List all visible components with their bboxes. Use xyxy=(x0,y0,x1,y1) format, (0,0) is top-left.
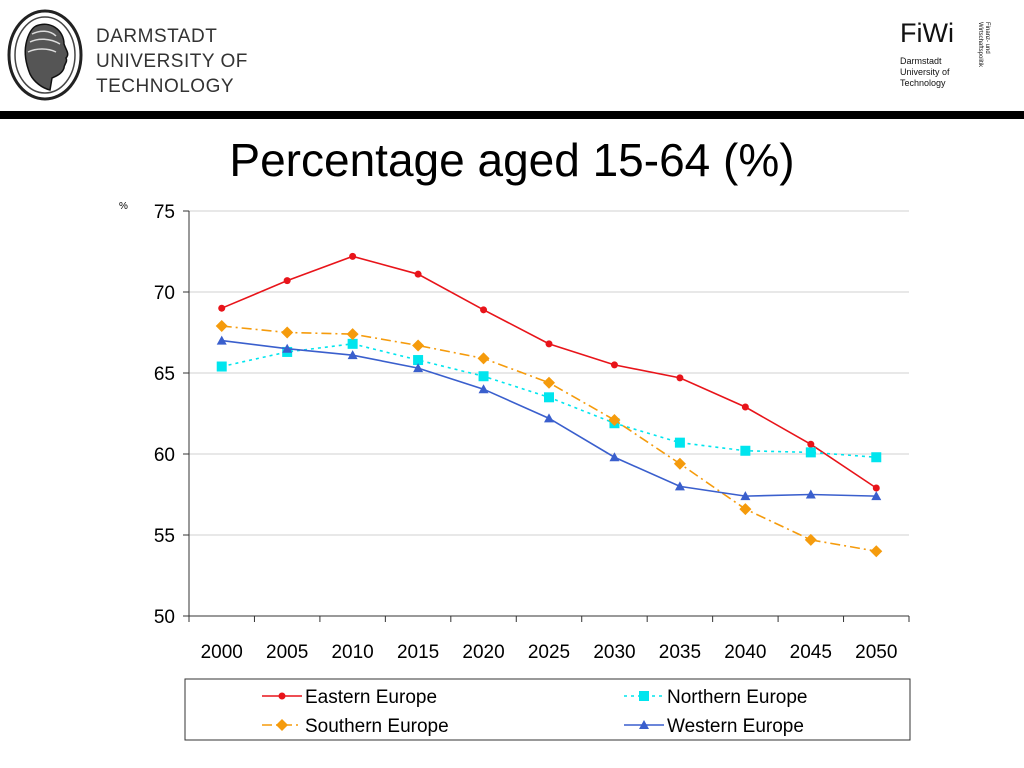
data-point-eastern-europe xyxy=(218,304,226,312)
header-divider xyxy=(0,111,1024,119)
data-point-western-europe xyxy=(413,363,424,373)
data-point-eastern-europe xyxy=(283,277,291,285)
data-point-eastern-europe xyxy=(414,270,422,278)
data-point-northern-europe xyxy=(544,392,554,403)
legend-marker-western-europe xyxy=(639,720,649,729)
data-point-eastern-europe xyxy=(610,361,618,369)
y-tick-label: 50 xyxy=(154,607,175,628)
x-tick-label: 2015 xyxy=(397,642,439,663)
data-point-eastern-europe xyxy=(872,484,880,492)
x-tick-label: 2005 xyxy=(266,642,308,663)
data-point-southern-europe xyxy=(739,503,752,516)
series-line-southern-europe xyxy=(221,325,877,552)
data-point-eastern-europe xyxy=(545,340,553,348)
legend-box xyxy=(184,678,911,741)
data-point-southern-europe xyxy=(215,320,228,333)
data-point-southern-europe xyxy=(543,376,555,389)
fiwi-subtitle-line: Technology xyxy=(900,78,946,88)
y-tick-label: 55 xyxy=(154,526,175,547)
x-tick-label: 2000 xyxy=(201,642,243,663)
x-tick-label: 2040 xyxy=(724,642,766,663)
y-tick-label: 60 xyxy=(154,445,175,466)
fiwi-vertical-line: Finanz- und xyxy=(984,22,990,54)
data-point-northern-europe xyxy=(478,371,489,382)
legend-marker-northern-europe xyxy=(639,691,649,701)
data-point-southern-europe xyxy=(608,413,621,426)
data-point-western-europe xyxy=(609,452,620,462)
data-point-northern-europe xyxy=(413,355,424,366)
y-tick-label: 65 xyxy=(154,364,175,385)
slide-header: DARMSTADT UNIVERSITY OF TECHNOLOGY FiWi … xyxy=(0,0,1024,112)
data-point-southern-europe xyxy=(281,326,294,339)
fiwi-logo: FiWi Darmstadt University of Technology … xyxy=(880,16,990,96)
legend-marker-eastern-europe xyxy=(278,692,286,700)
data-point-northern-europe xyxy=(740,445,751,456)
data-point-western-europe xyxy=(478,384,489,394)
y-tick-label: 70 xyxy=(154,283,175,304)
x-tick-label: 2035 xyxy=(659,642,701,663)
legend-label-northern-europe: Northern Europe xyxy=(667,687,807,708)
x-tick-label: 2050 xyxy=(855,642,897,663)
data-point-southern-europe xyxy=(346,328,359,341)
slide-title: Percentage aged 15-64 (%) xyxy=(229,134,795,186)
fiwi-vertical-label: Finanz- und Wirtschaftspolitik xyxy=(976,22,990,67)
line-chart: 50 55 60 65 70 75 2000 2005 2010 2015 2020 2025 2030… xyxy=(154,202,911,741)
fiwi-subtitle-line: Darmstadt xyxy=(900,56,942,66)
data-point-western-europe xyxy=(674,481,685,491)
data-point-eastern-europe xyxy=(480,306,488,314)
fiwi-subtitle: Darmstadt University of Technology xyxy=(900,56,950,89)
data-point-western-europe xyxy=(544,413,554,423)
data-point-eastern-europe xyxy=(807,440,815,448)
data-point-western-europe xyxy=(282,343,293,353)
data-point-northern-europe xyxy=(347,338,358,349)
data-point-western-europe xyxy=(871,491,882,501)
y-tick-label: 75 xyxy=(154,202,175,223)
data-point-western-europe xyxy=(347,350,358,360)
data-point-northern-europe xyxy=(805,447,816,458)
university-name-line: DARMSTADT xyxy=(96,26,218,47)
x-tick-label: 2025 xyxy=(528,642,570,663)
data-point-western-europe xyxy=(805,489,816,499)
data-point-eastern-europe xyxy=(676,374,684,382)
data-point-southern-europe xyxy=(477,352,490,365)
x-tick-label: 2030 xyxy=(593,642,635,663)
data-point-western-europe xyxy=(216,335,227,345)
legend-label-western-europe: Western Europe xyxy=(667,716,804,737)
legend-marker-southern-europe xyxy=(276,719,288,731)
legend-label-southern-europe: Southern Europe xyxy=(305,716,449,737)
data-point-southern-europe xyxy=(673,457,686,470)
data-point-northern-europe xyxy=(216,361,227,372)
data-point-western-europe xyxy=(740,491,751,501)
university-seal-logo xyxy=(7,9,83,101)
fiwi-vertical-line: Wirtschaftspolitik xyxy=(977,22,983,68)
fiwi-title: FiWi xyxy=(900,18,954,48)
data-point-southern-europe xyxy=(870,545,883,558)
university-name-line: UNIVERSITY OF xyxy=(96,51,248,72)
series-line-eastern-europe xyxy=(221,255,877,489)
y-axis-unit-label: % xyxy=(119,201,128,212)
data-point-eastern-europe xyxy=(349,252,357,260)
university-name-line: TECHNOLOGY xyxy=(96,76,235,97)
data-point-northern-europe xyxy=(674,437,685,448)
x-tick-label: 2020 xyxy=(462,642,504,663)
fiwi-subtitle-line: University of xyxy=(900,67,950,77)
x-tick-label: 2010 xyxy=(331,642,373,663)
data-point-eastern-europe xyxy=(741,403,749,411)
x-tick-label: 2045 xyxy=(790,642,832,663)
legend-label-eastern-europe: Eastern Europe xyxy=(305,687,437,708)
data-point-southern-europe xyxy=(412,339,425,352)
data-point-southern-europe xyxy=(804,533,817,546)
data-point-northern-europe xyxy=(871,452,882,463)
university-name: DARMSTADT UNIVERSITY OF TECHNOLOGY xyxy=(96,24,326,99)
